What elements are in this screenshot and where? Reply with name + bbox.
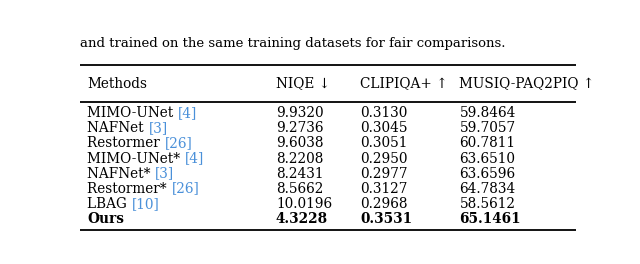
Text: 0.3051: 0.3051 bbox=[360, 136, 408, 150]
Text: 4.3228: 4.3228 bbox=[276, 212, 328, 226]
Text: 64.7834: 64.7834 bbox=[460, 182, 516, 196]
Text: 10.0196: 10.0196 bbox=[276, 197, 332, 211]
Text: [4]: [4] bbox=[178, 106, 197, 120]
Text: MUSIQ-PAQ2PIQ ↑: MUSIQ-PAQ2PIQ ↑ bbox=[460, 77, 595, 91]
Text: 0.3045: 0.3045 bbox=[360, 121, 408, 135]
Text: 0.3531: 0.3531 bbox=[360, 212, 412, 226]
Text: Methods: Methods bbox=[88, 77, 147, 91]
Text: MIMO-UNet: MIMO-UNet bbox=[88, 106, 178, 120]
Text: 0.2977: 0.2977 bbox=[360, 167, 408, 181]
Text: Ours: Ours bbox=[88, 212, 124, 226]
Text: CLIPIQA+ ↑: CLIPIQA+ ↑ bbox=[360, 77, 448, 91]
Text: Restormer: Restormer bbox=[88, 136, 164, 150]
Text: 0.2968: 0.2968 bbox=[360, 197, 408, 211]
Text: 63.6510: 63.6510 bbox=[460, 152, 515, 166]
Text: 8.2431: 8.2431 bbox=[276, 167, 323, 181]
Text: NIQE ↓: NIQE ↓ bbox=[276, 77, 330, 91]
Text: NAFNet: NAFNet bbox=[88, 121, 148, 135]
Text: Restormer*: Restormer* bbox=[88, 182, 172, 196]
Text: 9.6038: 9.6038 bbox=[276, 136, 323, 150]
Text: NAFNet*: NAFNet* bbox=[88, 167, 156, 181]
Text: [10]: [10] bbox=[132, 197, 159, 211]
Text: 8.5662: 8.5662 bbox=[276, 182, 323, 196]
Text: and trained on the same training datasets for fair comparisons.: and trained on the same training dataset… bbox=[80, 37, 506, 50]
Text: 65.1461: 65.1461 bbox=[460, 212, 521, 226]
Text: 60.7811: 60.7811 bbox=[460, 136, 515, 150]
Text: 59.8464: 59.8464 bbox=[460, 106, 516, 120]
Text: 9.9320: 9.9320 bbox=[276, 106, 324, 120]
Text: 9.2736: 9.2736 bbox=[276, 121, 323, 135]
Text: 0.3127: 0.3127 bbox=[360, 182, 408, 196]
Text: MIMO-UNet*: MIMO-UNet* bbox=[88, 152, 185, 166]
Text: [3]: [3] bbox=[156, 167, 175, 181]
Text: [4]: [4] bbox=[185, 152, 204, 166]
Text: 59.7057: 59.7057 bbox=[460, 121, 516, 135]
Text: LBAG: LBAG bbox=[88, 197, 132, 211]
Text: [26]: [26] bbox=[172, 182, 199, 196]
Text: [3]: [3] bbox=[148, 121, 168, 135]
Text: 58.5612: 58.5612 bbox=[460, 197, 515, 211]
Text: 0.2950: 0.2950 bbox=[360, 152, 408, 166]
Text: 63.6596: 63.6596 bbox=[460, 167, 516, 181]
Text: 0.3130: 0.3130 bbox=[360, 106, 408, 120]
Text: [26]: [26] bbox=[164, 136, 192, 150]
Text: 8.2208: 8.2208 bbox=[276, 152, 323, 166]
